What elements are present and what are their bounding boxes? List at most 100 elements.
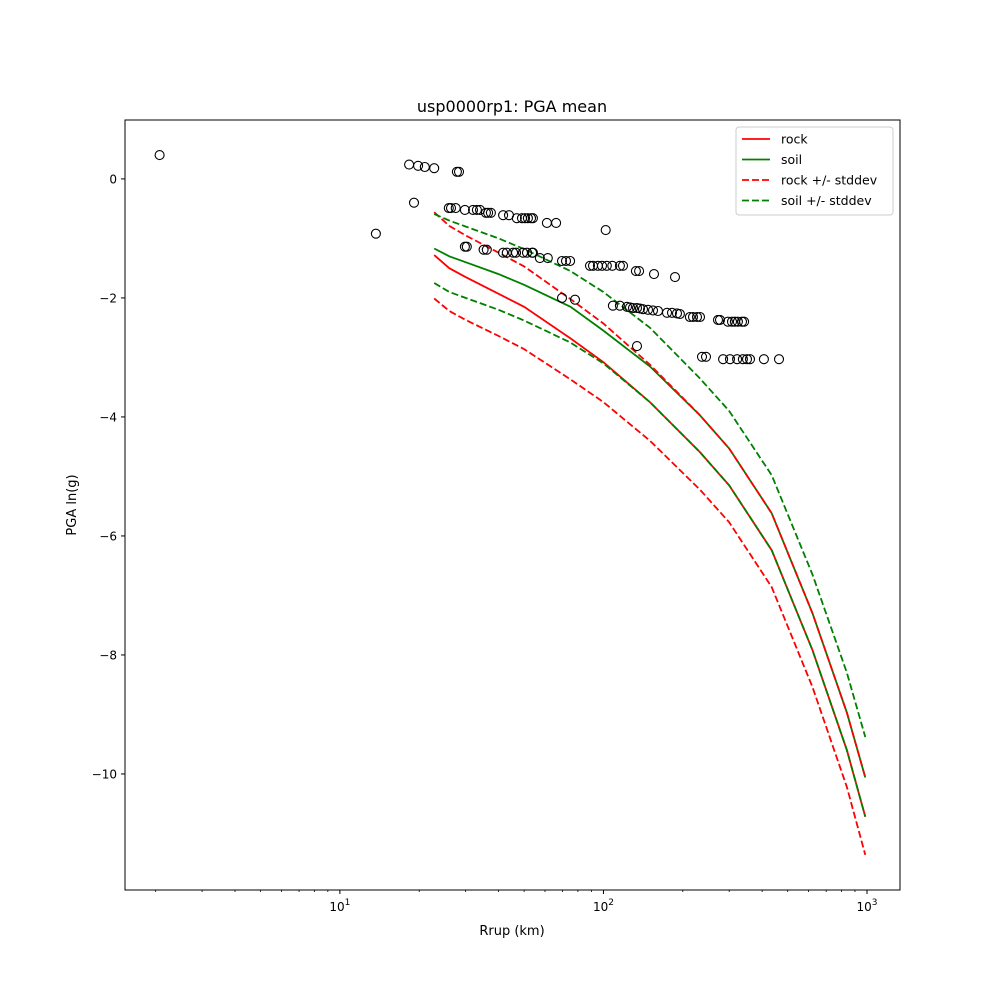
observation-point [684,311,695,323]
observation-point [429,163,440,174]
x-axis-label: Rrup (km) [479,924,544,939]
legend: rock soil rock +/- stddev soil +/- stddev [735,126,894,216]
observation-point [461,241,472,252]
observation-point [627,302,639,314]
x-tick-label: 101 [329,898,350,914]
observation-point [607,300,618,311]
observation-point [666,307,678,318]
observation-point [614,260,625,271]
observation-point [732,316,743,327]
observation-point [617,260,629,271]
observation-point [596,260,608,271]
observation-point [534,253,545,264]
y-tick-label: −4 [99,410,117,424]
observation-point [510,247,522,258]
y-tick-label: −2 [99,291,117,305]
observation-point [648,269,660,280]
x-tick-label: 103 [857,898,878,914]
observation-point [154,150,165,161]
observation-point [600,225,611,236]
observation-point [511,213,522,224]
observation-point [445,203,457,214]
x-tick-label-exp: 1 [345,898,351,908]
observation-point [542,253,553,264]
observation-point [687,311,699,323]
chart-title: usp0000rp1: PGA mean [417,97,607,116]
x-tick-label-exp: 3 [872,898,878,908]
observation-point [556,292,568,303]
legend-label: soil [781,152,802,167]
observation-point [714,314,726,325]
observation-point [758,354,769,365]
legend-label: rock [781,132,808,147]
observation-point [722,316,733,327]
observation-point [661,307,673,318]
observation-point [724,354,736,365]
stddev-curve-3 [433,297,867,856]
observation-point [584,260,596,271]
observation-point [519,213,531,224]
observations [154,150,785,365]
observation-point [691,311,703,323]
x-tick-label-base: 10 [329,900,344,914]
y-tick-label: −6 [99,529,117,543]
observation-point [696,351,708,362]
observation-point [459,204,470,215]
observation-point [527,213,538,224]
x-tick-label-base: 10 [593,900,608,914]
observation-point [453,166,465,177]
observation-point [467,204,479,215]
observation-point [674,308,685,320]
observation-point [478,244,489,255]
observation-point [498,210,509,221]
observation-point [508,247,519,258]
y-tick-label: −10 [92,767,117,781]
observation-point [522,213,533,224]
observation-point [642,304,654,315]
stddev-curve-5 [433,282,867,818]
observation-point [481,244,492,255]
observation-point [408,197,420,208]
x-tick-label: 102 [593,898,614,914]
observation-point [647,305,659,316]
observation-point [471,204,482,215]
observation-point [732,354,743,365]
observation-point [737,354,748,365]
observation-point [637,304,649,315]
observation-point [521,247,533,258]
observation-point [634,266,645,277]
stddev-curve-4 [433,213,867,738]
plot-frame [124,119,901,891]
observation-point [483,207,494,218]
observation-point [744,354,756,365]
legend-label: soil +/- stddev [781,193,872,208]
observation-point [556,255,568,267]
y-tick-label: −8 [99,648,117,662]
observation-point [527,247,538,258]
observation-point [551,217,562,228]
observation-point [413,160,424,171]
observation-point [560,255,572,267]
observation-point [569,294,581,305]
x-tick-label-base: 10 [857,900,872,914]
legend-box [735,126,894,216]
y-tick-label: 0 [109,172,117,186]
mean-curve-1 [433,247,867,778]
observation-point [614,300,625,311]
observation-point [370,228,381,239]
observation-point [718,354,729,365]
observation-point [700,351,712,362]
stddev-curve-2 [433,211,867,778]
observation-point [631,341,643,352]
observation-point [669,272,681,283]
observation-point [741,354,753,365]
model-curves [433,211,867,856]
legend-label: rock +/- stddev [781,173,878,188]
observation-point [630,266,641,277]
observation-point [607,260,618,271]
observation-point [726,316,738,327]
observation-point [485,207,496,218]
observation-point [498,247,509,258]
